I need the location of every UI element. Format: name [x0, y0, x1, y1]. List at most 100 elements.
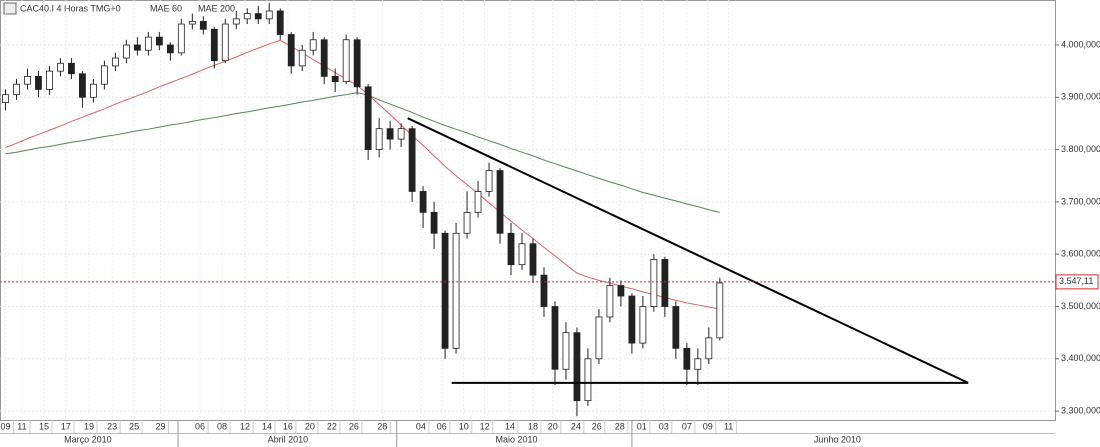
symbol-icon [3, 2, 17, 15]
x-tick-label: 03 [659, 421, 669, 431]
candle-body [90, 83, 97, 98]
candle-body [13, 83, 20, 96]
legend-entry: MAE 200 [198, 3, 235, 13]
candle-body [562, 332, 570, 370]
candle-body [24, 75, 31, 85]
x-tick-label: 06 [195, 421, 205, 431]
y-tick-label: 3.900,000 [1061, 92, 1100, 102]
candle-body [606, 285, 614, 318]
candle-body [144, 36, 152, 51]
candle-body [518, 243, 526, 266]
x-tick-label: 17 [61, 421, 71, 431]
month-label: Março 2010 [64, 434, 112, 444]
x-tick-label: 20 [305, 421, 315, 431]
x-tick-label: 08 [217, 421, 227, 431]
candle-body [331, 75, 339, 82]
x-tick-label: 12 [240, 421, 250, 431]
candle-body [188, 21, 196, 25]
candle-body [628, 295, 636, 344]
x-tick-label: 29 [155, 421, 165, 431]
x-tick-label: 07 [682, 421, 692, 431]
candle-body [507, 232, 515, 266]
candle-body [199, 21, 207, 30]
candle-body [320, 39, 328, 77]
chart-title: CAC40.I 4 Horas TMG+0 [20, 3, 121, 13]
candle-body [364, 86, 372, 150]
x-tick-label: 28 [615, 421, 625, 431]
y-tick-label: 3.500,000 [1061, 301, 1100, 311]
candle-body [287, 34, 295, 67]
candle-body [298, 49, 306, 67]
candle-body [177, 23, 185, 54]
candle-body [210, 28, 218, 62]
y-tick-label: 3.300,000 [1061, 405, 1100, 415]
x-tick-label: 26 [349, 421, 359, 431]
x-tick-label: 11 [724, 421, 733, 431]
candle-body [617, 285, 625, 297]
candle-body [35, 75, 42, 90]
candle-body [474, 191, 482, 213]
y-tick-label: 3.700,000 [1061, 196, 1100, 206]
x-tick-label: 04 [416, 421, 426, 431]
candle-body [232, 18, 240, 25]
month-label: Abril 2010 [268, 434, 309, 444]
candle-body [342, 39, 350, 82]
x-tick-label: 10 [459, 421, 469, 431]
candle-body [716, 282, 724, 339]
candle-body [639, 306, 647, 344]
candle-body [221, 23, 229, 62]
candle-body [694, 358, 702, 370]
candle-body [672, 306, 680, 349]
candle-body [155, 36, 163, 46]
candle-body [353, 39, 361, 88]
x-tick-label: 28 [377, 421, 387, 431]
candle-body [661, 259, 669, 307]
candle-body [419, 191, 427, 213]
month-label: Junho 2010 [814, 434, 861, 444]
candle-body [551, 306, 559, 370]
x-tick-label: 15 [39, 421, 49, 431]
x-tick-label: 24 [571, 421, 581, 431]
candle-body [595, 316, 603, 360]
x-tick-label: 06 [437, 421, 447, 431]
month-label: Maio 2010 [495, 434, 537, 444]
candle-body [101, 65, 108, 85]
x-tick-label: 01 [637, 421, 647, 431]
candle-body [386, 128, 394, 140]
candle-body [166, 44, 174, 54]
candle-body [243, 13, 251, 20]
legend-entry: MAE 60 [150, 3, 182, 13]
candle-body [57, 62, 64, 72]
candle-body [573, 332, 581, 402]
candle-body [496, 170, 504, 234]
x-tick-label: 14 [262, 421, 272, 431]
candle-body [683, 347, 691, 370]
x-tick-label: 23 [107, 421, 117, 431]
candle-body [309, 39, 317, 51]
x-tick-label: 16 [283, 421, 293, 431]
trend-line [407, 117, 969, 384]
candle-body [540, 274, 548, 307]
candle-body [529, 243, 537, 276]
ma-line [5, 92, 720, 213]
ma-line [5, 39, 720, 310]
x-tick-label: 18 [528, 421, 538, 431]
candle-body [122, 44, 130, 59]
x-tick-label: 14 [505, 421, 515, 431]
candle-body [133, 44, 141, 51]
x-tick-label: 20 [548, 421, 558, 431]
candle-body [441, 232, 449, 349]
candle-body [265, 10, 273, 20]
candle-body [2, 94, 9, 103]
y-tick-label: 3.600,000 [1061, 249, 1100, 259]
plot-frame [0, 0, 1056, 421]
y-tick-label: 3.400,000 [1061, 353, 1100, 363]
candle-body [584, 358, 592, 402]
candle-body [705, 337, 713, 360]
candle-body [46, 70, 53, 90]
candle-body [79, 73, 86, 98]
candle-body [430, 211, 438, 234]
candle-body [111, 57, 119, 67]
